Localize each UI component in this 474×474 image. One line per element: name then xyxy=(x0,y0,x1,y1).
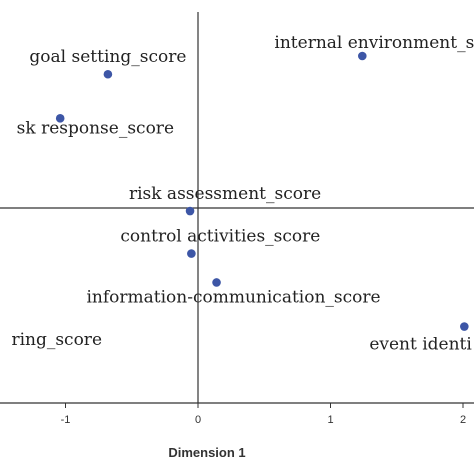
x-tick-label: 0 xyxy=(195,414,201,426)
data-point-label: goal setting_score xyxy=(29,47,186,67)
data-point xyxy=(185,206,195,216)
x-tick-label: 1 xyxy=(327,414,333,426)
data-point-label: sk response_score xyxy=(17,118,174,138)
data-point xyxy=(103,69,113,79)
data-point xyxy=(212,278,221,287)
data-point-label: risk assessment_score xyxy=(129,184,321,204)
data-point-label: information-communication_score xyxy=(86,287,380,307)
axes-layer: -1 0 1 2 xyxy=(0,12,474,426)
data-point-label: control activities_score xyxy=(120,227,320,247)
x-tick-label: -1 xyxy=(61,414,71,426)
data-point xyxy=(187,249,196,258)
data-point-label: ring_score xyxy=(11,330,102,350)
x-tick-label: 2 xyxy=(460,414,466,426)
data-point-label: event identi xyxy=(369,335,472,355)
x-axis-title: Dimension 1 xyxy=(168,445,245,460)
data-point xyxy=(460,322,469,331)
points-layer xyxy=(55,51,469,331)
data-point-label: internal environment_s xyxy=(274,33,474,53)
data-point xyxy=(55,114,65,123)
data-point xyxy=(358,51,367,61)
